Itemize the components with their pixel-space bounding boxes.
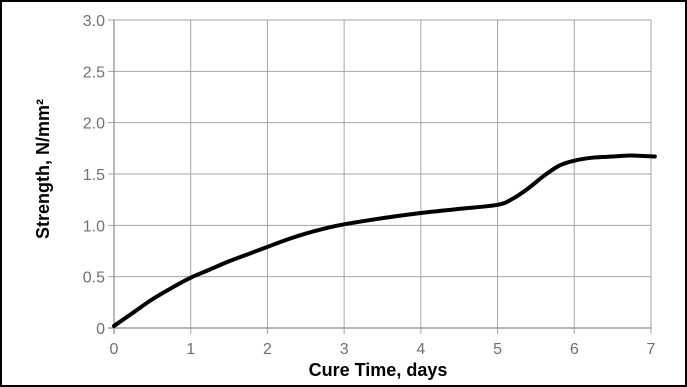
x-tick-label: 0 — [110, 341, 119, 358]
x-tick-label: 4 — [416, 341, 425, 358]
y-tick-label: 2.0 — [83, 116, 105, 133]
series-line — [112, 153, 657, 328]
x-tick-labels: 0 1 2 3 4 5 6 7 — [110, 341, 656, 358]
x-tick-label: 3 — [340, 341, 349, 358]
x-tick-label: 1 — [186, 341, 195, 358]
x-tick-label: 7 — [647, 341, 656, 358]
grid — [108, 19, 652, 334]
y-tick-label: 0.5 — [83, 270, 105, 287]
x-tick-label: 5 — [493, 341, 502, 358]
y-tick-labels: 0 0.5 1.0 1.5 2.0 2.5 3.0 — [83, 13, 105, 338]
x-tick-label: 6 — [570, 341, 579, 358]
x-axis-title: Cure Time, days — [309, 360, 448, 380]
series-group — [112, 153, 657, 328]
y-tick-label: 1.5 — [83, 167, 105, 184]
axes — [108, 20, 651, 334]
y-tick-label: 3.0 — [83, 13, 105, 30]
y-tick-label: 1.0 — [83, 218, 105, 235]
y-tick-label: 2.5 — [83, 64, 105, 81]
y-tick-label: 0 — [96, 321, 105, 338]
y-axis-title: Strength, N/mm² — [33, 99, 53, 239]
x-tick-label: 2 — [263, 341, 272, 358]
